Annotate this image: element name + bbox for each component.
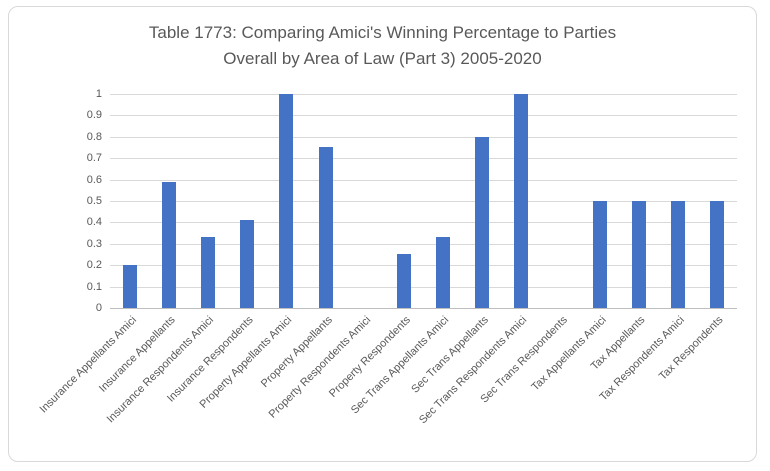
gridline: [110, 222, 737, 223]
bar-tax-appellants: [632, 201, 647, 308]
y-tick-label: 1: [95, 88, 102, 100]
x-axis-line: [110, 308, 737, 309]
gridline: [110, 180, 737, 181]
bar-property-appellants-amici: [279, 94, 294, 308]
bar-property-appellants: [318, 147, 333, 308]
y-tick-label: 0.9: [86, 109, 102, 121]
y-tick-label: 0: [95, 302, 102, 314]
bar-property-respondents: [396, 254, 411, 308]
y-tick-label: 0.8: [86, 131, 102, 143]
bar-sec-trans-appellants-amici: [436, 237, 451, 308]
bar-insurance-respondents-amici: [200, 237, 215, 308]
bar-insurance-respondents: [240, 220, 255, 308]
y-axis-labels: 1 0.9 0.8 0.7 0.6 0.5 0.4 0.3 0.2 0.1 0: [0, 88, 102, 314]
y-tick-label: 0.1: [86, 281, 102, 293]
gridline: [110, 115, 737, 116]
bar-sec-trans-appellants: [475, 137, 490, 308]
bar-tax-appellants-amici: [592, 201, 607, 308]
gridline: [110, 201, 737, 202]
chart-title-line2: Overall by Area of Law (Part 3) 2005-202…: [223, 49, 542, 68]
y-tick-label: 0.2: [86, 259, 102, 271]
chart-title: Table 1773: Comparing Amici's Winning Pe…: [9, 20, 756, 72]
y-tick-label: 0.6: [86, 174, 102, 186]
bar-tax-respondents: [710, 201, 725, 308]
gridline: [110, 94, 737, 95]
gridline: [110, 265, 737, 266]
plot-area: [110, 94, 737, 309]
x-tick-label: Property Appellants: [258, 314, 335, 390]
bar-tax-respondents-amici: [671, 201, 686, 308]
y-tick-label: 0.3: [86, 238, 102, 250]
y-tick-label: 0.4: [86, 216, 102, 228]
x-axis-labels: Insurance Appellants Amici Insurance Appe…: [37, 314, 737, 454]
bar-sec-trans-respondents-amici: [514, 94, 529, 308]
bar-insurance-appellants: [161, 182, 176, 308]
gridline: [110, 287, 737, 288]
gridline: [110, 137, 737, 138]
gridline: [110, 158, 737, 159]
gridline: [110, 244, 737, 245]
y-tick-label: 0.7: [86, 152, 102, 164]
x-tick-label: Tax Appellants Amici: [529, 314, 609, 394]
chart-title-line1: Table 1773: Comparing Amici's Winning Pe…: [148, 23, 617, 42]
bar-insurance-appellants-amici: [122, 265, 137, 308]
y-tick-label: 0.5: [86, 195, 102, 207]
bars: [110, 94, 737, 308]
